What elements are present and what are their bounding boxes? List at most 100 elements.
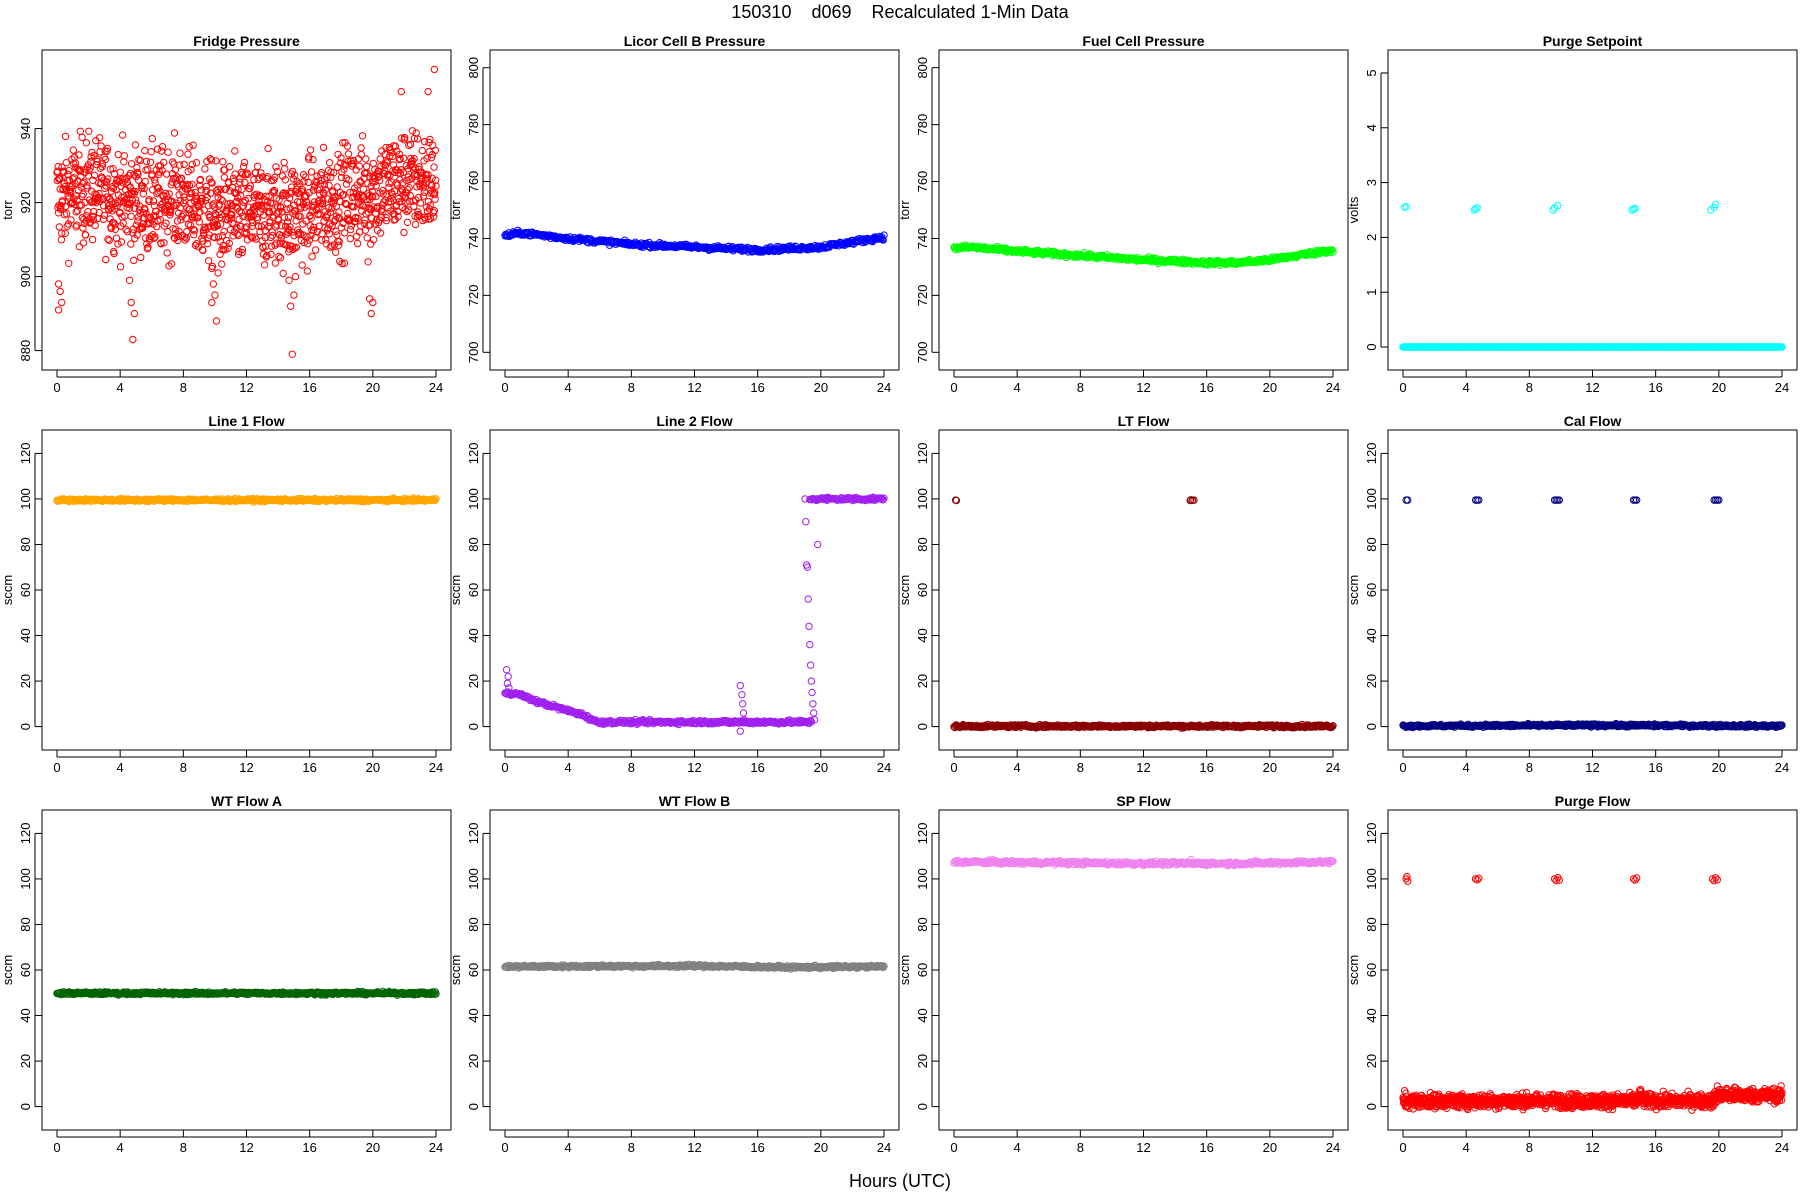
x-tick-label: 4 bbox=[117, 760, 124, 775]
data-point bbox=[314, 197, 323, 206]
data-point bbox=[382, 216, 391, 225]
data-point bbox=[244, 170, 252, 179]
x-tick-label: 24 bbox=[1775, 760, 1789, 775]
data-point bbox=[57, 202, 65, 210]
data-point bbox=[197, 186, 206, 194]
panel-title: Cal Flow bbox=[1564, 413, 1622, 429]
data-point bbox=[423, 154, 431, 163]
data-point bbox=[116, 263, 125, 271]
data-point bbox=[414, 208, 422, 216]
data-point bbox=[95, 134, 104, 142]
data-point bbox=[196, 208, 204, 216]
x-tick-label: 8 bbox=[180, 380, 187, 395]
data-point bbox=[110, 249, 118, 258]
data-point bbox=[376, 176, 384, 185]
data-point bbox=[78, 192, 86, 201]
data-point bbox=[176, 161, 184, 169]
data-point bbox=[218, 231, 227, 240]
data-point bbox=[301, 193, 310, 201]
data-point bbox=[365, 172, 374, 180]
data-point bbox=[79, 224, 87, 232]
data-point bbox=[268, 199, 276, 207]
data-point bbox=[381, 150, 389, 159]
data-point bbox=[101, 155, 110, 164]
data-point bbox=[288, 350, 296, 358]
data-point bbox=[146, 158, 155, 167]
data-point bbox=[382, 214, 390, 222]
data-point bbox=[61, 229, 69, 238]
data-point bbox=[404, 206, 413, 214]
data-point bbox=[273, 167, 282, 176]
data-point bbox=[234, 250, 243, 259]
plot-frame bbox=[1387, 429, 1798, 751]
data-point bbox=[323, 214, 331, 222]
data-point bbox=[316, 180, 324, 188]
data-point bbox=[345, 176, 353, 184]
y-axis-label: torr bbox=[0, 200, 15, 220]
data-point bbox=[81, 231, 90, 239]
data-point bbox=[61, 132, 70, 141]
data-point bbox=[238, 245, 247, 254]
data-point bbox=[369, 159, 377, 168]
data-point bbox=[195, 218, 204, 226]
y-tick-label: 920 bbox=[18, 192, 33, 214]
data-point bbox=[280, 158, 288, 167]
data-point bbox=[58, 197, 67, 205]
data-point bbox=[291, 272, 300, 281]
data-point bbox=[188, 160, 197, 169]
x-tick-label: 16 bbox=[1648, 380, 1662, 395]
data-point bbox=[423, 174, 431, 183]
data-point bbox=[236, 178, 244, 186]
data-point bbox=[736, 681, 744, 690]
data-point bbox=[256, 227, 264, 236]
data-point bbox=[58, 298, 66, 307]
data-point bbox=[290, 171, 299, 180]
data-point bbox=[739, 709, 748, 717]
data-point bbox=[172, 199, 181, 207]
data-point bbox=[240, 198, 248, 207]
data-point bbox=[311, 234, 319, 242]
data-point bbox=[149, 231, 157, 239]
data-point bbox=[247, 233, 255, 241]
data-point bbox=[284, 213, 293, 222]
data-point bbox=[291, 244, 299, 252]
data-point bbox=[246, 185, 254, 193]
data-point bbox=[158, 166, 166, 175]
data-point bbox=[188, 180, 196, 189]
data-point bbox=[878, 235, 887, 243]
data-point bbox=[278, 232, 286, 240]
x-tick-label: 4 bbox=[565, 380, 572, 395]
data-point bbox=[214, 233, 223, 241]
data-point bbox=[157, 147, 166, 155]
data-point bbox=[404, 185, 412, 194]
y-axis-label: torr bbox=[448, 200, 463, 220]
data-point bbox=[369, 298, 377, 307]
data-point bbox=[269, 214, 277, 222]
data-point bbox=[324, 195, 332, 203]
panel-title: Licor Cell B Pressure bbox=[624, 33, 766, 49]
data-point bbox=[202, 182, 211, 191]
data-point bbox=[154, 188, 162, 197]
x-tick-label: 12 bbox=[687, 760, 701, 775]
data-point bbox=[386, 197, 395, 206]
data-point bbox=[354, 214, 362, 222]
data-point bbox=[260, 261, 269, 269]
data-point bbox=[122, 226, 130, 234]
data-point bbox=[804, 595, 812, 603]
y-tick-label: 0 bbox=[18, 723, 33, 730]
y-tick-label: 3 bbox=[1364, 179, 1379, 186]
data-point bbox=[183, 227, 191, 236]
data-point bbox=[421, 215, 429, 223]
y-tick-label: 740 bbox=[915, 228, 930, 250]
panel-title: Purge Setpoint bbox=[1543, 33, 1643, 49]
data-point bbox=[361, 226, 370, 235]
x-tick-label: 8 bbox=[1077, 380, 1084, 395]
data-point bbox=[57, 236, 66, 244]
data-point bbox=[274, 203, 282, 211]
data-point bbox=[353, 239, 362, 248]
data-point bbox=[303, 267, 312, 275]
data-point bbox=[274, 216, 282, 224]
data-point bbox=[125, 171, 133, 180]
data-point bbox=[428, 182, 436, 190]
